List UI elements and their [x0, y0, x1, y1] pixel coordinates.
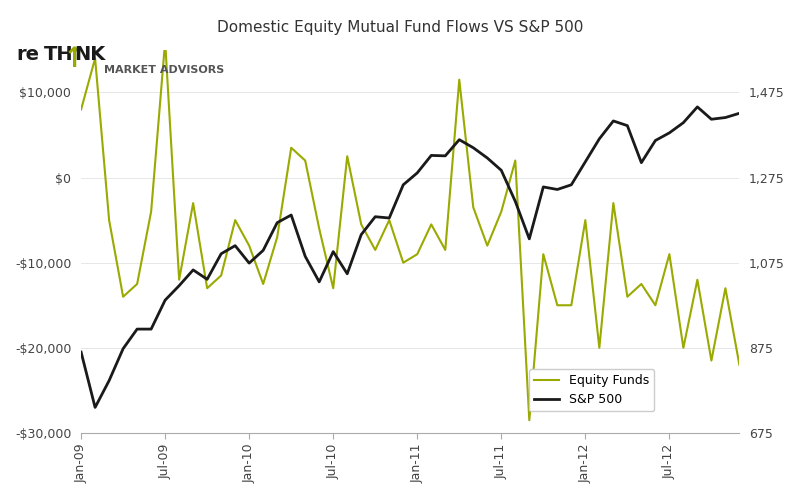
- Text: NK: NK: [74, 45, 106, 64]
- Legend: Equity Funds, S&P 500: Equity Funds, S&P 500: [529, 369, 654, 411]
- Text: TH: TH: [44, 45, 74, 64]
- Text: re: re: [16, 45, 39, 64]
- Text: ↑: ↑: [62, 45, 86, 73]
- Text: Domestic Equity Mutual Fund Flows VS S&P 500: Domestic Equity Mutual Fund Flows VS S&P…: [217, 20, 583, 35]
- Text: MARKET ADVISORS: MARKET ADVISORS: [104, 65, 224, 75]
